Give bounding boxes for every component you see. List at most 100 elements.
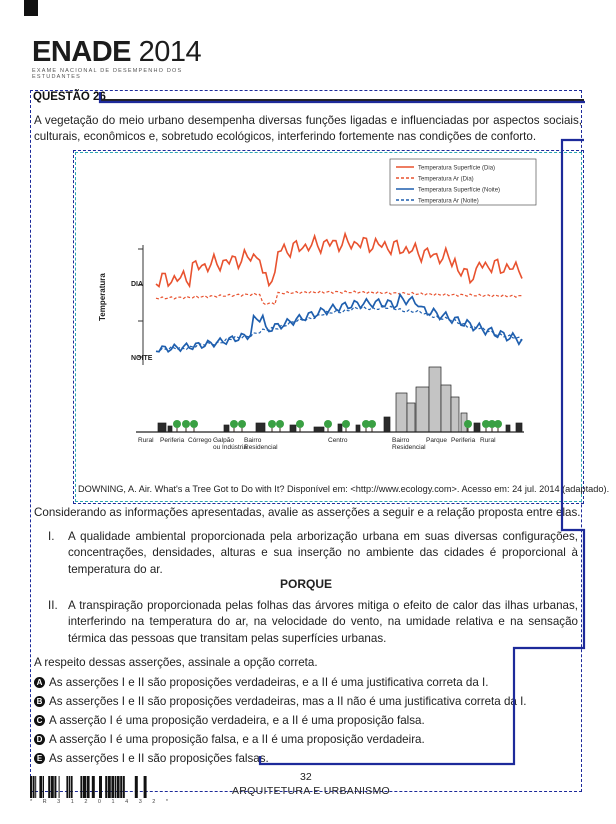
annotation-outline <box>98 92 585 104</box>
porque-connector: PORQUE <box>280 577 333 591</box>
tree-icon <box>296 420 304 428</box>
option-b-text: As asserções I e II são proposições verd… <box>49 695 527 708</box>
tree-icon <box>342 420 350 428</box>
print-registration-mark <box>24 0 38 16</box>
row-label-day: DIA <box>131 281 143 288</box>
assertion-2: II. A transpiração proporcionada pelas f… <box>34 598 584 648</box>
barcode-bar <box>99 776 102 798</box>
tree-icon <box>190 420 198 428</box>
barcode-bar <box>86 776 90 798</box>
tree-icon <box>362 420 370 428</box>
barcode-bar <box>80 776 83 798</box>
temperature-chart: Temperatura Superfície (Dia) Temperatura … <box>98 158 537 451</box>
city-skyline <box>157 366 523 433</box>
tree-icon <box>173 420 181 428</box>
temperature-series <box>155 231 523 353</box>
chart-legend: Temperatura Superfície (Dia) Temperatura … <box>389 158 537 206</box>
option-c-letter: C <box>34 715 45 726</box>
zone-label-4: Bairro Residencial <box>244 437 278 451</box>
barcode-bar <box>69 776 70 798</box>
series-night-air <box>155 305 523 353</box>
tree-icon <box>464 420 472 428</box>
zone-label-1: Periferia <box>160 437 185 444</box>
barcode-bar <box>66 776 69 798</box>
barcode-bar <box>58 776 60 798</box>
zone-label-9: Rural <box>480 437 496 444</box>
enade-subtitle: EXAME NACIONAL DE DESEMPENHO DOS ESTUDAN… <box>32 68 183 80</box>
tree-icon <box>276 420 284 428</box>
question-title: QUESTÃO 26 <box>33 91 106 103</box>
annotation-outline-right <box>258 138 586 766</box>
tree-icon <box>494 420 502 428</box>
tree-icon <box>230 420 238 428</box>
zone-label-3: Galpão ou Indústria <box>213 437 247 451</box>
barcode-bar <box>111 776 115 798</box>
tree-icon <box>488 420 496 428</box>
title-divider <box>100 99 584 101</box>
option-d-text: A asserção I é uma proposição falsa, e a… <box>49 733 425 746</box>
legend-label-1: Temperatura Ar (Dia) <box>418 177 474 183</box>
temperature-figure: Temperatura Superfície (Dia) Temperatura … <box>75 152 582 502</box>
tree-icon <box>324 420 332 428</box>
option-e[interactable]: E As asserções I e II são proposições fal… <box>34 752 269 768</box>
tree-icon <box>182 420 190 428</box>
legend-label-3: Temperatura Ar (Noite) <box>418 199 479 205</box>
tree-icon <box>238 420 246 428</box>
zone-label-6: Bairro Residencial <box>392 437 426 451</box>
barcode-digits: * R 3 1 2 0 1 4 3 2 * <box>30 799 173 805</box>
barcode-bar <box>83 776 86 798</box>
assertion-1-number: I. <box>48 530 55 543</box>
y-axis-label: Temperatura <box>98 273 107 321</box>
barcode-bar <box>32 776 35 798</box>
zone-label-2: Córrego <box>188 437 212 444</box>
zone-label-0: Rural <box>138 437 154 444</box>
zone-label-8: Periferia <box>451 437 476 444</box>
assertion-1: I. A qualidade ambiental proporcionada p… <box>34 529 584 577</box>
legend-label-0: Temperatura Superfície (Dia) <box>418 166 495 172</box>
barcode-bar <box>143 776 147 798</box>
option-c[interactable]: C A asserção I é uma proposição verdadeir… <box>34 714 425 730</box>
barcode-bar <box>70 776 73 798</box>
zone-labels: Rural Periferia Córrego Galpão ou IndústriaB… <box>138 437 496 451</box>
option-d-letter: D <box>34 734 45 745</box>
assertion-2-number: II. <box>48 599 58 612</box>
tree-icon <box>268 420 276 428</box>
option-a-text: As asserções I e II são proposições verd… <box>49 676 489 689</box>
option-a-letter: A <box>34 677 45 688</box>
course-name: ARQUITETURA E URBANISMO <box>232 785 391 797</box>
barcode-bar <box>115 776 116 798</box>
option-e-text: As asserções I e II são proposições fals… <box>49 752 269 765</box>
barcode-bar <box>35 776 37 798</box>
barcode-bar <box>116 776 120 798</box>
option-b[interactable]: B As asserções I e II são proposições ver… <box>34 695 527 711</box>
barcode-bar <box>30 776 32 798</box>
zone-label-7: Parque <box>426 437 447 444</box>
series-day-air <box>155 290 523 306</box>
barcode <box>30 776 150 798</box>
option-c-text: A asserção I é uma proposição verdadeira… <box>49 714 425 727</box>
barcode-bar <box>39 776 43 798</box>
series-day-surface <box>155 231 523 289</box>
barcode-bar <box>107 776 111 798</box>
barcode-bar <box>48 776 51 798</box>
option-b-letter: B <box>34 696 45 707</box>
figure-source: DOWNING, A. Air. What's a Tree Got to Do… <box>78 484 610 494</box>
barcode-bar <box>122 776 125 798</box>
zone-label-5: Centro <box>328 437 348 444</box>
y-axis: Temperatura DIA NOITE <box>98 245 153 365</box>
question-intro: A vegetação do meio urbano desempenha di… <box>34 114 582 144</box>
instruction-text: Considerando as informações apresentadas… <box>34 506 581 519</box>
option-e-letter: E <box>34 753 45 764</box>
figure-selection-box <box>73 150 584 504</box>
barcode-bar <box>50 776 54 798</box>
enade-logo: ENADE 2014 <box>32 36 202 68</box>
option-a[interactable]: A As asserções I e II são proposições ver… <box>34 676 489 692</box>
barcode-bar <box>134 776 138 798</box>
page-number: 32 <box>300 771 312 783</box>
option-d[interactable]: D A asserção I é uma proposição falsa, e … <box>34 733 425 749</box>
barcode-bar <box>91 776 95 798</box>
barcode-bar <box>54 776 57 798</box>
legend-label-2: Temperatura Superfície (Noite) <box>418 188 500 194</box>
assertion-2-text: A transpiração proporcionada pelas folha… <box>68 599 578 645</box>
